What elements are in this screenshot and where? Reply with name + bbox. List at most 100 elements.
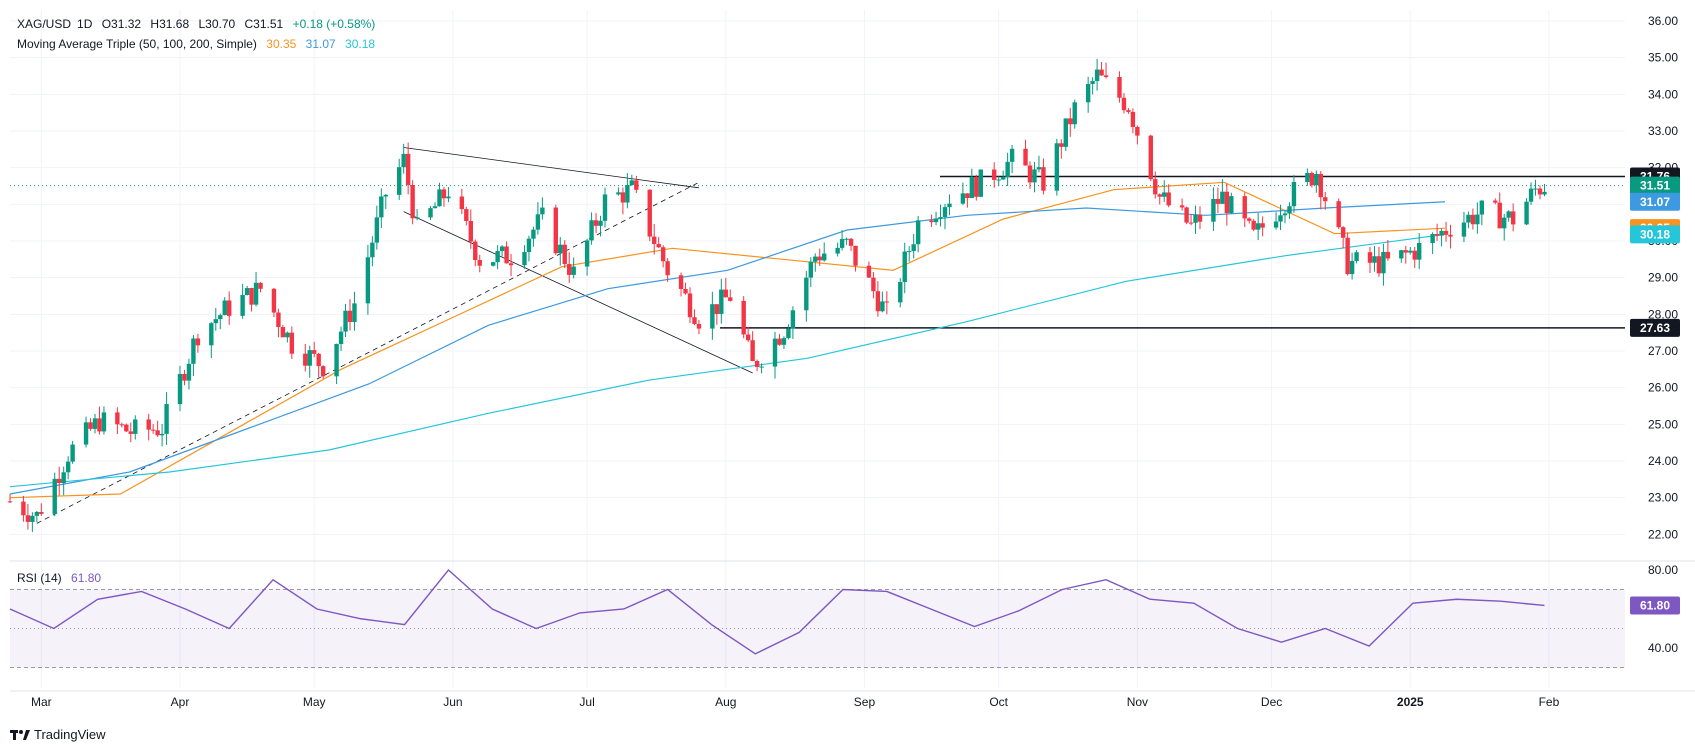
candle-down <box>1340 227 1346 238</box>
tradingview-brand[interactable]: TradingView <box>10 727 106 742</box>
candle-down <box>745 334 751 341</box>
candle-down <box>249 288 254 305</box>
month-label: Jun <box>443 695 462 709</box>
ascending-trendline <box>36 181 700 524</box>
candle-down <box>1157 194 1162 197</box>
candle-down <box>1345 237 1350 275</box>
candle-up <box>164 404 169 434</box>
candle-down <box>347 310 353 322</box>
candle-down <box>39 511 44 514</box>
ma200-line <box>9 233 1446 488</box>
candle-down <box>258 282 263 289</box>
tradingview-logo-icon <box>10 729 30 740</box>
candle-up <box>907 251 912 253</box>
candle-up <box>209 323 214 346</box>
rsi-legend[interactable]: RSI (14) 61.80 <box>17 571 107 585</box>
candle-up <box>625 184 630 203</box>
price-tick-label: 28.00 <box>1648 307 1678 321</box>
candle-up <box>844 238 849 240</box>
candle-up <box>1036 167 1042 170</box>
price-tick-label: 27.00 <box>1648 344 1678 358</box>
price-tick-label: 33.00 <box>1648 124 1678 138</box>
candle-up <box>1094 69 1100 82</box>
candle-down <box>1434 233 1440 236</box>
lower-trendline <box>403 211 753 374</box>
candle-up <box>437 189 442 207</box>
month-label: 2025 <box>1397 695 1424 709</box>
candle-up <box>531 229 536 239</box>
brand-label: TradingView <box>34 727 106 742</box>
candle-down <box>634 180 639 190</box>
candle-up <box>1229 196 1234 214</box>
rsi-tick-label: 80.00 <box>1648 563 1678 577</box>
candle-down <box>182 373 187 381</box>
candle-down <box>652 236 657 245</box>
candle-up <box>902 251 907 283</box>
candle-down <box>1497 202 1502 229</box>
candle-down <box>1117 77 1122 98</box>
candle-up <box>629 180 635 185</box>
price-tick-label: 24.00 <box>1648 454 1678 468</box>
price-label: 30.18 <box>1640 227 1670 241</box>
candle-down <box>965 193 970 199</box>
candle-down <box>562 244 567 265</box>
ma-legend[interactable]: Moving Average Triple (50, 100, 200, Sim… <box>17 37 381 51</box>
candle-up <box>602 194 608 221</box>
candle-up <box>432 206 438 209</box>
price-label: 31.51 <box>1640 179 1670 193</box>
candle-up <box>540 207 545 215</box>
candle-up <box>835 247 840 254</box>
grid <box>10 10 1625 688</box>
candle-up <box>808 261 813 278</box>
month-label: Nov <box>1127 695 1148 709</box>
candle-down <box>316 353 321 367</box>
descending-trendline <box>403 147 700 189</box>
price-tick-label: 26.00 <box>1648 381 1678 395</box>
candle-up <box>1162 192 1167 197</box>
candle-up <box>1000 177 1006 180</box>
candle-down <box>320 366 326 377</box>
candle-up <box>719 289 724 314</box>
candle-up <box>526 238 532 253</box>
candle-up <box>1287 206 1292 214</box>
candle-down <box>593 220 599 226</box>
candle-down <box>88 422 93 429</box>
trendlines[interactable] <box>36 147 753 524</box>
candle-down <box>754 361 760 367</box>
month-label: Sep <box>854 695 876 709</box>
candle-down <box>871 277 876 292</box>
candle-down <box>848 238 854 246</box>
candle-up <box>598 220 603 226</box>
candle-up <box>490 262 496 266</box>
rsi-pane <box>9 568 1625 668</box>
symbol-legend[interactable]: XAG/USD 1D O31.32 H31.68 L30.70 C31.51 +0… <box>17 17 381 31</box>
price-label: 31.07 <box>1640 195 1670 209</box>
candle-up <box>584 240 590 267</box>
candle-down <box>1197 214 1203 222</box>
candle-up <box>1291 181 1297 207</box>
candle-up <box>535 214 541 230</box>
candle-up <box>446 196 451 199</box>
price-label: 27.63 <box>1640 321 1670 335</box>
candle-up <box>1220 191 1225 204</box>
candle-up <box>616 192 621 195</box>
candle-up <box>92 418 98 429</box>
candle-down <box>1126 110 1131 112</box>
candle-down <box>1153 179 1158 195</box>
horizontal-levels[interactable] <box>10 175 1625 329</box>
candle-up <box>285 332 290 338</box>
candle-down <box>1260 223 1265 228</box>
rsi-value: 61.80 <box>71 571 102 585</box>
candle-down <box>660 247 666 262</box>
candle-down <box>1376 256 1382 274</box>
ma100-value: 31.07 <box>305 37 336 51</box>
candle-up <box>1354 252 1359 261</box>
ma200-value: 30.18 <box>345 37 376 51</box>
candle-up <box>522 252 527 266</box>
candle-up <box>960 193 966 204</box>
candle-up <box>839 239 845 248</box>
month-label: Dec <box>1261 695 1282 709</box>
candle-up <box>1273 221 1279 228</box>
candle-down <box>1103 75 1109 78</box>
rsi-value-box <box>1630 596 1680 615</box>
